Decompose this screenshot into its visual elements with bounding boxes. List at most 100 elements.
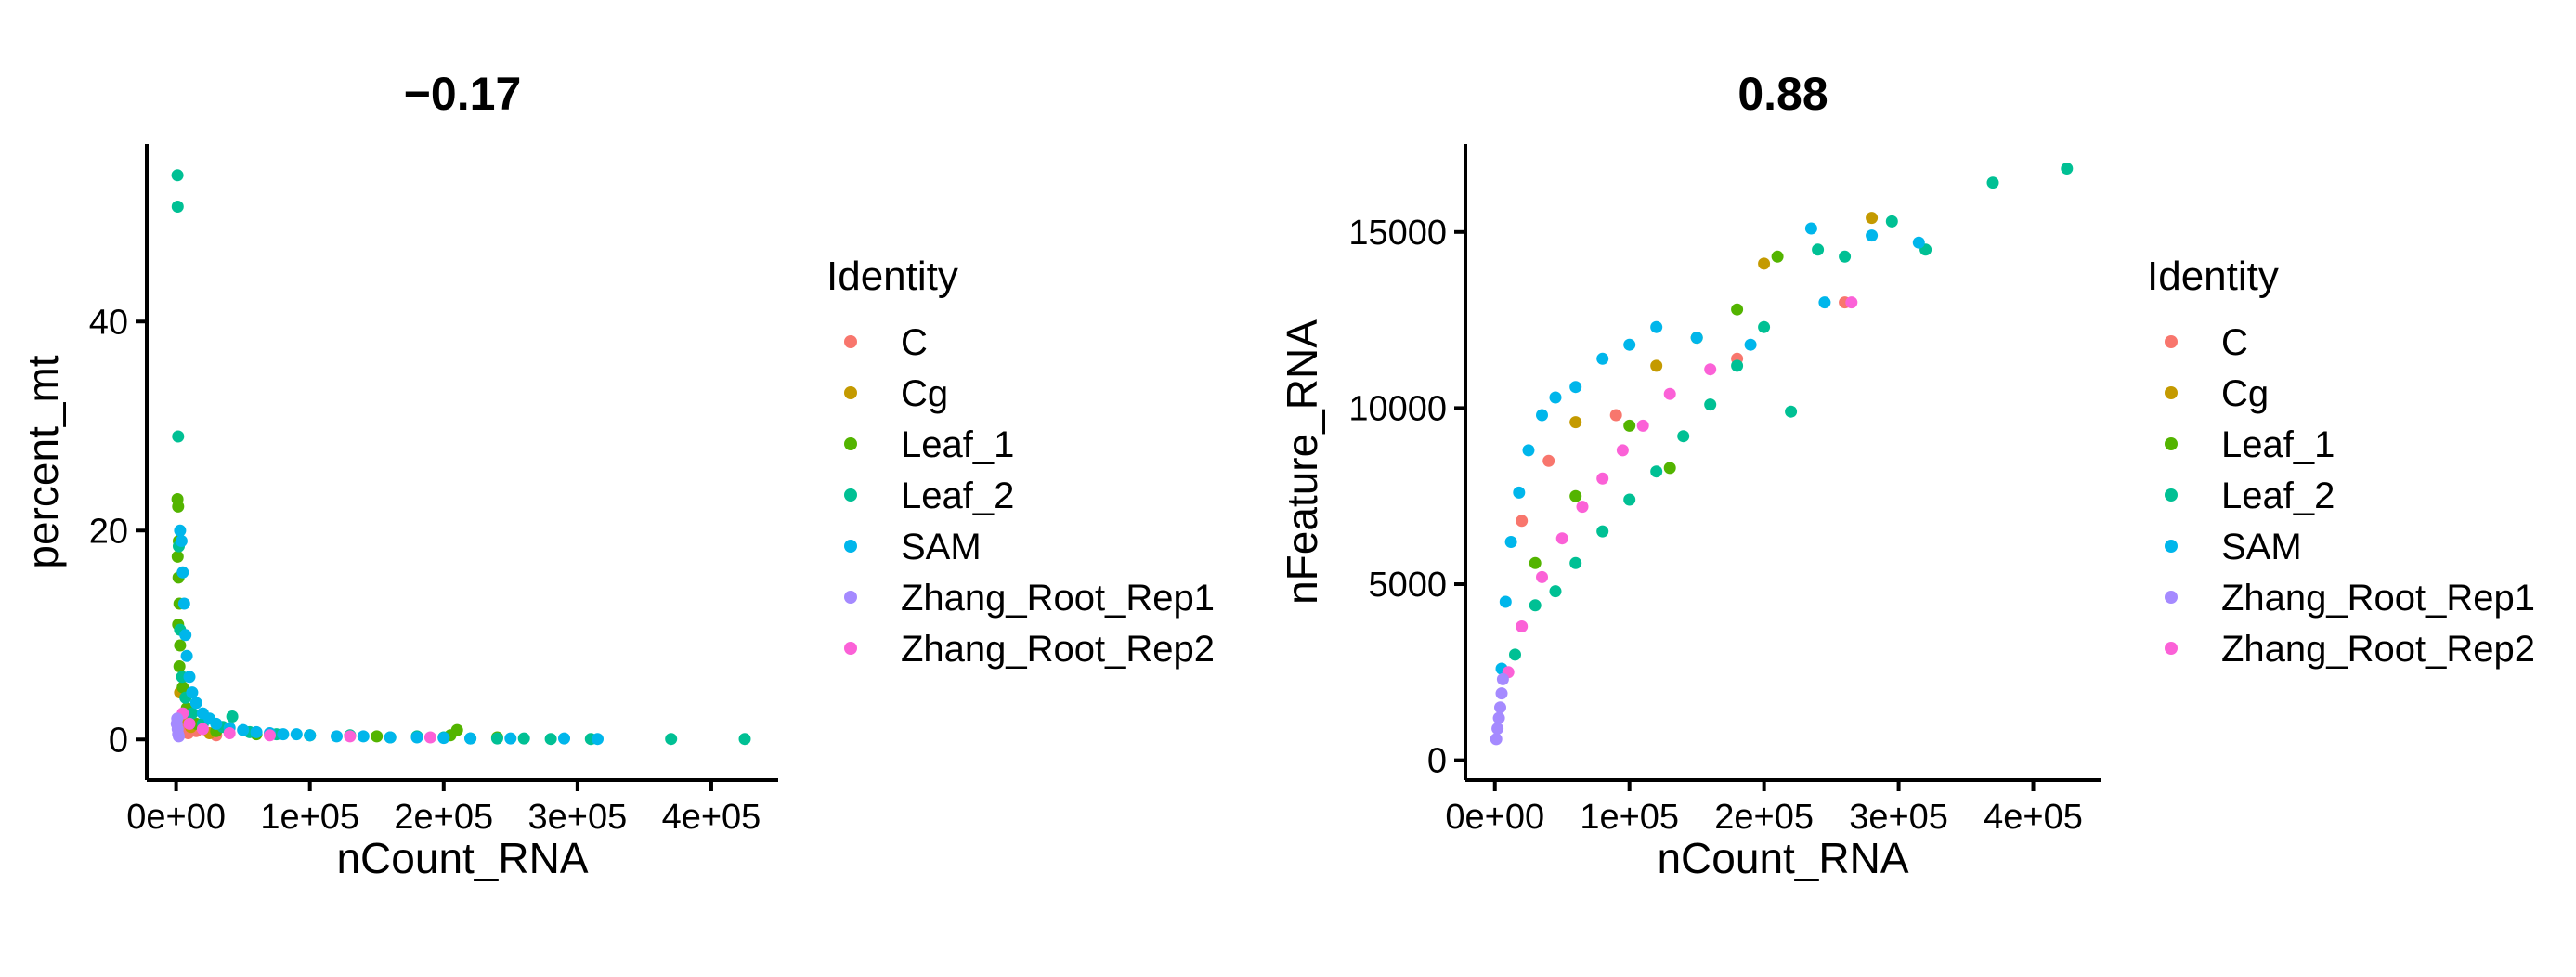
data-point <box>186 686 199 699</box>
data-point <box>1986 176 1999 189</box>
legend-title: Identity <box>826 254 958 299</box>
legend: Identity C Cg Leaf_1 Leaf_2 SAM Zhang_Root_Rep… <box>826 254 1215 670</box>
legend-item-leaf-2: Leaf_2 <box>844 475 1014 516</box>
x-tick-label: 1e+05 <box>1580 798 1679 837</box>
series-leaf-2 <box>1509 163 2074 661</box>
series-sam <box>1495 222 1925 675</box>
data-point <box>1839 250 1852 263</box>
data-point <box>1623 493 1636 506</box>
legend-label: Leaf_1 <box>2221 424 2335 465</box>
data-point <box>174 524 187 537</box>
x-tick-label: 0e+00 <box>1445 798 1544 837</box>
data-point <box>304 729 317 742</box>
data-points <box>170 169 751 746</box>
data-point <box>1609 409 1622 422</box>
data-point <box>1516 620 1529 632</box>
x-axis-title: nCount_RNA <box>336 834 588 882</box>
data-point <box>1509 648 1521 661</box>
data-point <box>1569 489 1582 502</box>
legend: Identity C Cg Leaf_1 Leaf_2 SAM Zhang_Root_Rep… <box>2147 254 2535 670</box>
data-point <box>1495 687 1508 700</box>
x-tick-label: 2e+05 <box>1714 798 1814 837</box>
legend-label: Cg <box>2221 373 2269 414</box>
data-point <box>1771 250 1784 263</box>
data-point <box>290 728 303 741</box>
series-zhang-root-rep2 <box>1502 296 1858 679</box>
data-point <box>738 733 751 746</box>
data-point <box>1845 296 1858 309</box>
data-point <box>277 728 290 741</box>
data-point <box>331 730 343 743</box>
data-point <box>1513 486 1526 499</box>
legend-item-leaf-1: Leaf_1 <box>2165 424 2335 465</box>
data-point <box>1522 444 1535 457</box>
data-point <box>1494 701 1506 714</box>
y-tick-label: 0 <box>109 721 128 760</box>
data-point <box>175 535 188 547</box>
data-point <box>1663 387 1676 400</box>
series-cg <box>1569 212 1879 429</box>
data-point <box>384 731 397 744</box>
legend-label: Zhang_Root_Rep2 <box>2221 629 2535 670</box>
legend-label: Leaf_1 <box>901 424 1014 465</box>
legend-swatch <box>844 437 857 450</box>
data-point <box>544 733 557 746</box>
data-point <box>171 201 184 213</box>
legend-label: SAM <box>2221 527 2302 567</box>
data-point <box>1623 338 1636 351</box>
data-point <box>2061 163 2074 175</box>
legend-label: C <box>2221 322 2248 363</box>
data-point <box>1812 243 1825 256</box>
legend-label: SAM <box>901 527 982 567</box>
y-tick-label: 15000 <box>1348 214 1447 253</box>
data-point <box>665 733 678 746</box>
data-point <box>1496 672 1509 685</box>
data-point <box>1663 462 1676 475</box>
data-point <box>1785 405 1798 418</box>
data-point <box>1529 599 1542 612</box>
data-point <box>1804 222 1817 235</box>
data-point <box>177 597 190 610</box>
data-point <box>371 730 384 743</box>
data-point <box>173 660 186 672</box>
legend-label: C <box>901 322 928 363</box>
data-point <box>1499 595 1512 608</box>
legend-item-cg: Cg <box>844 373 948 414</box>
chart-title: 0.88 <box>1737 68 1828 120</box>
data-point <box>504 732 517 745</box>
y-tick-label: 40 <box>89 303 128 342</box>
data-point <box>1677 430 1690 443</box>
series-leaf-1 <box>171 493 503 744</box>
data-point <box>1549 585 1562 598</box>
data-point <box>210 717 223 730</box>
data-point <box>1704 363 1717 376</box>
legend-swatch <box>844 642 857 655</box>
data-point <box>410 731 423 744</box>
data-point <box>1569 416 1582 429</box>
data-point <box>1491 723 1504 735</box>
data-point <box>1690 332 1703 345</box>
data-point <box>1536 409 1548 422</box>
data-point <box>183 671 196 684</box>
y-tick-label: 0 <box>1427 742 1447 781</box>
data-point <box>186 707 199 720</box>
x-tick-label: 0e+00 <box>126 798 226 837</box>
legend-swatch <box>844 591 857 604</box>
data-point <box>176 681 189 694</box>
legend-item-zhang-root-rep2: Zhang_Root_Rep2 <box>844 629 1215 670</box>
data-point <box>1516 515 1529 528</box>
series-zhang-root-rep2 <box>176 707 436 744</box>
legend-label: Zhang_Root_Rep1 <box>901 578 1215 619</box>
data-point <box>1912 236 1925 249</box>
data-point <box>1569 381 1582 394</box>
data-point <box>1504 536 1517 548</box>
data-point <box>223 727 236 739</box>
data-point <box>237 723 250 736</box>
data-point <box>179 629 192 642</box>
legend-swatch <box>2165 488 2178 502</box>
data-point <box>226 710 239 723</box>
x-tick-label: 3e+05 <box>528 798 628 837</box>
x-tick-label: 4e+05 <box>1984 798 2083 837</box>
series-sam <box>174 524 604 746</box>
data-point <box>1542 454 1555 467</box>
